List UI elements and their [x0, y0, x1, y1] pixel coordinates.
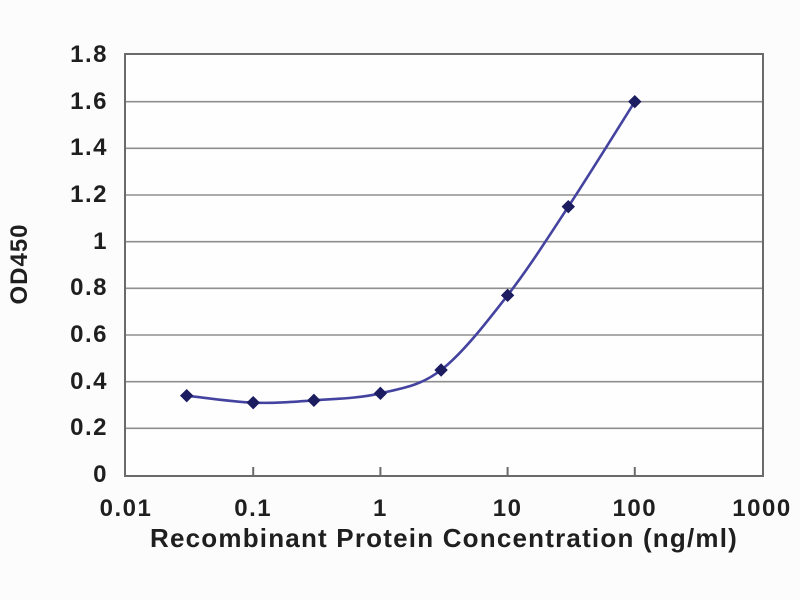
- x-axis-title: Recombinant Protein Concentration (ng/ml…: [150, 523, 738, 553]
- y-tick-label: 1.4: [70, 134, 108, 162]
- data-point-marker: [179, 388, 194, 403]
- y-tick-label: 0.2: [70, 414, 108, 442]
- y-tick-label: 1.2: [70, 181, 108, 208]
- x-tick-label: 0.1: [234, 495, 273, 522]
- data-point-marker: [373, 386, 388, 401]
- data-point-marker: [246, 395, 260, 410]
- x-tick-label: 1: [372, 495, 388, 522]
- data-point-marker: [434, 363, 448, 377]
- y-tick-label: 0.6: [70, 321, 108, 348]
- y-tick-label: 1: [93, 227, 108, 255]
- x-tick-label: 0.01: [99, 495, 153, 522]
- plot-area: [124, 53, 764, 477]
- data-point-marker: [561, 199, 575, 214]
- y-tick-label: 0: [93, 461, 108, 488]
- data-point-marker: [500, 288, 515, 303]
- y-tick-label: 1.6: [70, 87, 108, 115]
- plot-svg: [126, 94, 762, 475]
- data-point-marker: [307, 393, 321, 408]
- y-tick-label: 1.8: [70, 41, 108, 68]
- series-line: [186, 101, 636, 405]
- x-tick-label: 1000: [732, 495, 792, 522]
- data-point-marker: [628, 94, 642, 109]
- x-tick-label: 100: [612, 495, 658, 522]
- x-tick-label: 10: [492, 495, 523, 522]
- y-tick-label: 0.4: [70, 367, 108, 395]
- y-tick-label: 0.8: [70, 274, 108, 302]
